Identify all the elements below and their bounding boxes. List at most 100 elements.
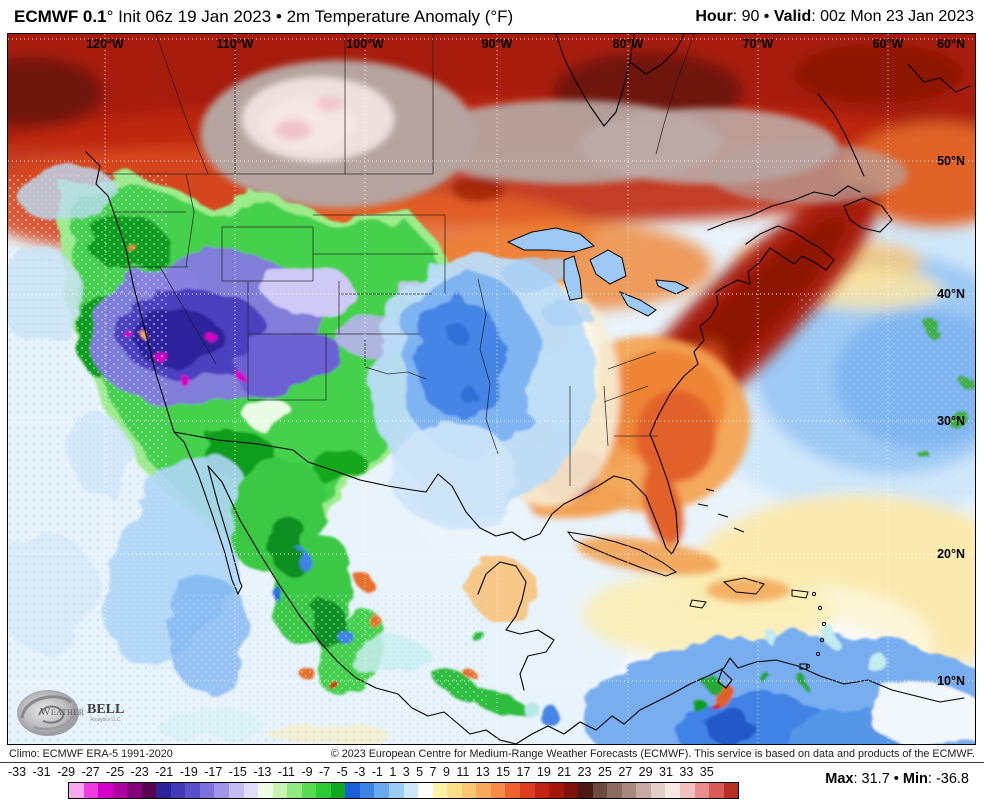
logo-brand-weather: Weather xyxy=(40,706,85,718)
colorbar-tick-label: 13 xyxy=(475,765,490,779)
colorbar-tick-label: 27 xyxy=(618,765,633,779)
colorbar-cell xyxy=(665,783,680,798)
colorbar-tick-label: -17 xyxy=(204,765,223,779)
lat-label-60n: 60°N xyxy=(937,37,965,51)
colorbar-cells xyxy=(68,782,739,799)
lon-label-80w: 80°W xyxy=(612,37,644,51)
colorbar-tick-label: 25 xyxy=(597,765,612,779)
colorbar-cell xyxy=(432,783,448,798)
colorbar-tick-label: -21 xyxy=(155,765,174,779)
colorbar-cell xyxy=(83,783,99,798)
colorbar-cell xyxy=(316,783,331,798)
colorbar-cell xyxy=(403,783,419,798)
weatherbell-logo: Weather BELL Analytics LLC xyxy=(14,686,134,740)
colorbar-cell xyxy=(563,783,579,798)
map-area: 120°W 110°W 100°W 90°W 80°W 70°W 60°W 60… xyxy=(7,33,976,745)
colorbar-cell xyxy=(330,783,346,798)
colorbar-tick-label: 15 xyxy=(496,765,511,779)
colorbar-tick-label: 11 xyxy=(456,765,470,779)
colorbar-cell xyxy=(709,783,724,798)
colorbar-cell xyxy=(272,783,288,798)
copyright-note: © 2023 European Centre for Medium-Range … xyxy=(330,748,975,760)
extreme-warm-gray-region xyxy=(200,60,908,208)
colorbar-tick-label: 19 xyxy=(536,765,551,779)
min-value: : -36.8 xyxy=(927,771,969,787)
colorbar-cell xyxy=(505,783,520,798)
anomaly-map xyxy=(8,34,975,744)
colorbar-cell xyxy=(723,783,739,798)
atlantic-speckle xyxy=(798,294,975,494)
colorbar-cell xyxy=(185,783,200,798)
min-label: Min xyxy=(902,771,928,787)
colorbar-tick-label: -23 xyxy=(130,765,149,779)
colorbar-cell xyxy=(127,783,142,798)
map-title: ECMWF 0.1° Init 06z 19 Jan 2023 • 2m Tem… xyxy=(14,7,513,27)
lat-label-50n: 50°N xyxy=(937,154,965,168)
colorbar-cell xyxy=(156,783,171,798)
lon-label-120w: 120°W xyxy=(86,37,124,51)
colorbar-cell xyxy=(301,783,317,798)
colorbar-cell xyxy=(214,783,230,798)
max-value: : 31.7 • xyxy=(853,771,903,787)
valid-time: Hour: 90 • Valid: 00z Mon 23 Jan 2023 xyxy=(695,8,974,26)
colorbar-tick-label: 35 xyxy=(699,765,714,779)
logo-swirl-icon xyxy=(17,690,79,736)
hour-value: : 90 • xyxy=(732,7,774,25)
attribution-bar: Climo: ECMWF ERA-5 1991-2020 © 2023 Euro… xyxy=(0,746,984,763)
colorbar-tick-label: 1 xyxy=(389,765,397,779)
valid-label: Valid xyxy=(773,7,812,25)
lat-label-10n: 10°N xyxy=(937,674,965,688)
colorbar-cell xyxy=(679,783,695,798)
colorbar-cell xyxy=(461,783,477,798)
colorbar-cell xyxy=(229,783,244,798)
lat-label-20n: 20°N xyxy=(937,547,965,561)
colorbar-cell xyxy=(345,783,360,798)
colorbar-tick-label: -19 xyxy=(179,765,198,779)
colorbar-cell xyxy=(389,783,404,798)
state-borders xyxy=(103,34,695,486)
colorbar-tick-label: 9 xyxy=(442,765,450,779)
colorbar-tick-label: 5 xyxy=(416,765,424,779)
colorbar-tick-label: -25 xyxy=(106,765,125,779)
lat-label-40n: 40°N xyxy=(937,287,965,301)
colorbar-tick-label: 21 xyxy=(557,765,572,779)
colorbar-tick-label: -9 xyxy=(301,765,313,779)
logo-brand-bell: BELL xyxy=(87,702,125,717)
colorbar-tick-label: -1 xyxy=(371,765,383,779)
islands xyxy=(566,488,827,670)
colorbar-cell xyxy=(258,783,273,798)
colorbar-tick-label: 3 xyxy=(402,765,410,779)
colorbar-cell xyxy=(98,783,113,798)
colorbar-cell xyxy=(447,783,462,798)
coastlines xyxy=(85,34,971,744)
climo-note: Climo: ECMWF ERA-5 1991-2020 xyxy=(9,748,173,760)
colorbar-cell xyxy=(199,783,215,798)
max-min-readout: Max: 31.7 • Min: -36.8 xyxy=(825,771,969,787)
colorbar-cell xyxy=(141,783,157,798)
lon-label-90w: 90°W xyxy=(481,37,513,51)
colorbar-cell xyxy=(621,783,637,798)
colorbar-cell xyxy=(607,783,622,798)
model-name: ECMWF 0.1 xyxy=(14,6,107,26)
colorbar-ticks: -33 -31 -29 -27 -25 -23 -21 -19 -17 -15 -13 -11 -9 -7… xyxy=(8,765,714,779)
logo-subtitle: Analytics LLC xyxy=(90,717,121,723)
colorbar-cell xyxy=(418,783,433,798)
colorbar-tick-label: 31 xyxy=(659,765,673,779)
lon-label-110w: 110°W xyxy=(216,37,254,51)
color-scale: -33 -31 -29 -27 -25 -23 -21 -19 -17 -15 -13 -11 -9 -7… xyxy=(0,764,984,808)
colorbar-cell xyxy=(534,783,550,798)
colorbar-cell xyxy=(374,783,390,798)
init-and-parameter: ° Init 06z 19 Jan 2023 • 2m Temperature … xyxy=(106,6,514,26)
lat-label-30n: 30°N xyxy=(937,414,965,428)
south-ocean-speckle xyxy=(68,594,488,744)
lon-label-70w: 70°W xyxy=(742,37,774,51)
colorbar-tick-label: 7 xyxy=(429,765,437,779)
colorbar-cell xyxy=(476,783,491,798)
colorbar-cell xyxy=(287,783,302,798)
colorbar-cell xyxy=(519,783,535,798)
colorbar-cell xyxy=(694,783,710,798)
colorbar-cell xyxy=(549,783,564,798)
lon-label-100w: 100°W xyxy=(346,37,384,51)
colorbar-tick-label: -31 xyxy=(32,765,51,779)
colorbar-tick-label: 29 xyxy=(638,765,653,779)
